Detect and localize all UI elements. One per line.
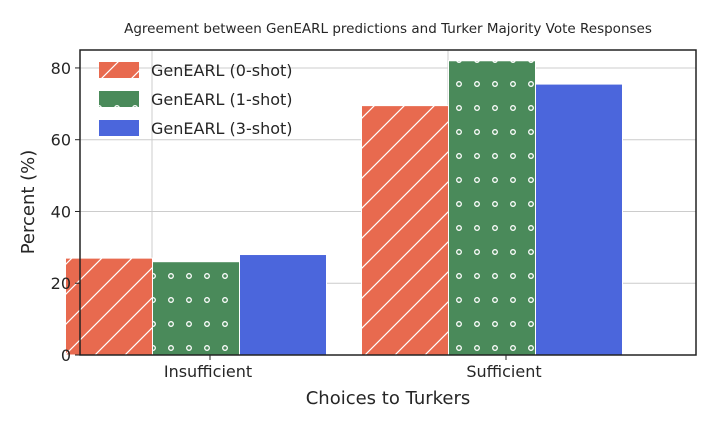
y-ticks: 0 20 40 60 80 (51, 59, 80, 365)
x-ticks: Insufficient Sufficient (164, 355, 542, 381)
bar (448, 60, 536, 356)
legend-swatch (99, 62, 139, 78)
bars (65, 60, 623, 356)
bar (65, 257, 153, 356)
bar (152, 261, 240, 356)
plot-frame (79, 49, 697, 356)
bar (361, 105, 449, 356)
legend-label: GenEARL (3-shot) (151, 119, 293, 138)
legend-swatch (99, 91, 139, 107)
legend-label: GenEARL (1-shot) (151, 90, 293, 109)
legend-label: GenEARL (0-shot) (151, 61, 293, 80)
chart-title: Agreement between GenEARL predictions an… (124, 21, 652, 37)
bar (239, 254, 327, 356)
x-tick-label: Sufficient (466, 362, 541, 381)
y-tick-label: 0 (61, 346, 71, 365)
legend: GenEARL (0-shot) GenEARL (1-shot) GenEARL … (99, 61, 293, 138)
y-tick-label: 20 (51, 274, 71, 293)
x-axis-label: Choices to Turkers (306, 388, 471, 409)
x-tick-label: Insufficient (164, 362, 252, 381)
y-tick-label: 80 (51, 59, 71, 78)
y-axis-label: Percent (%) (18, 150, 39, 255)
bar (535, 83, 623, 356)
y-tick-label: 60 (51, 131, 71, 150)
y-tick-label: 40 (51, 202, 71, 221)
legend-swatch (99, 120, 139, 136)
